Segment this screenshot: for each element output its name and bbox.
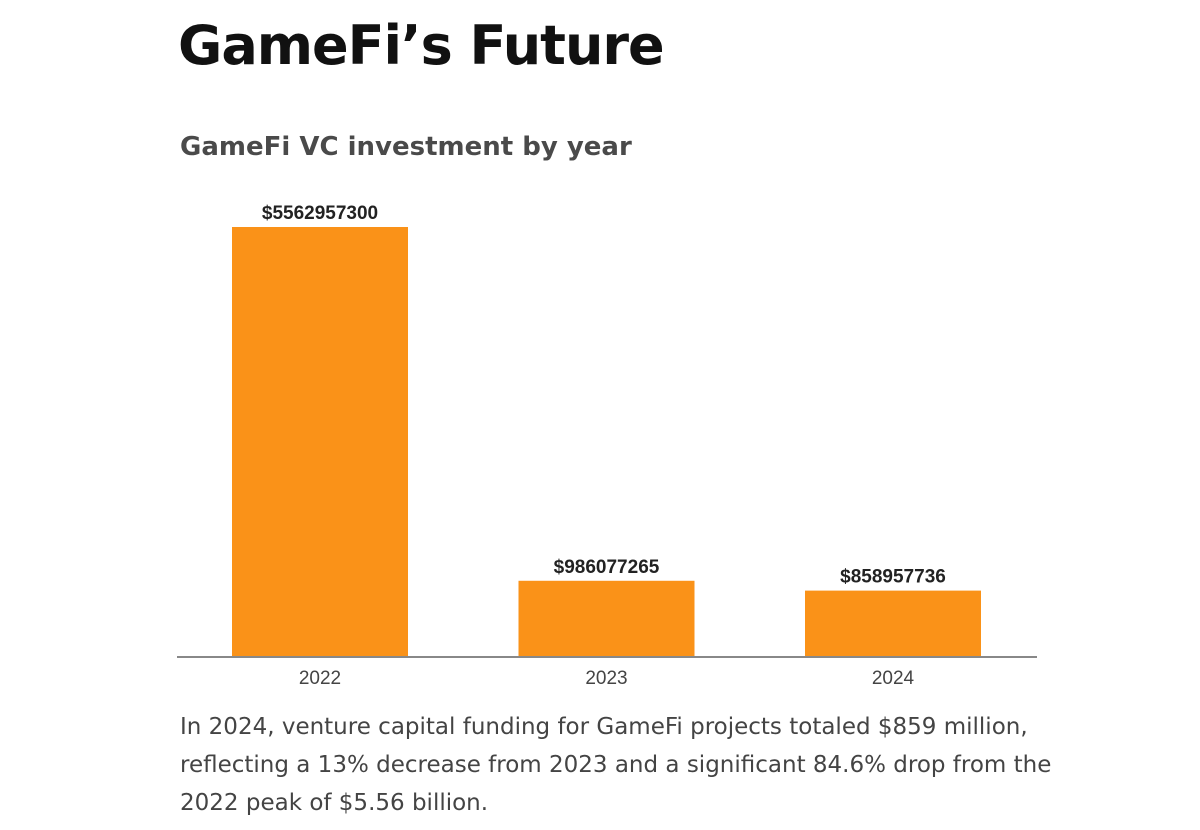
bar-2022	[232, 227, 408, 657]
bar-2024	[805, 590, 981, 657]
x-tick-label: 2022	[299, 668, 341, 689]
x-tick-label: 2023	[585, 668, 627, 689]
data-label: $5562957300	[262, 203, 378, 224]
chart-description: In 2024, venture capital funding for Gam…	[180, 714, 1052, 816]
data-label: $986077265	[554, 557, 660, 578]
page-title: GameFi’s Future	[178, 14, 665, 77]
bar-2023	[518, 580, 695, 657]
data-label: $858957736	[840, 567, 946, 588]
x-tick-label: 2024	[872, 668, 915, 689]
chart-title: GameFi VC investment by year	[180, 132, 632, 162]
